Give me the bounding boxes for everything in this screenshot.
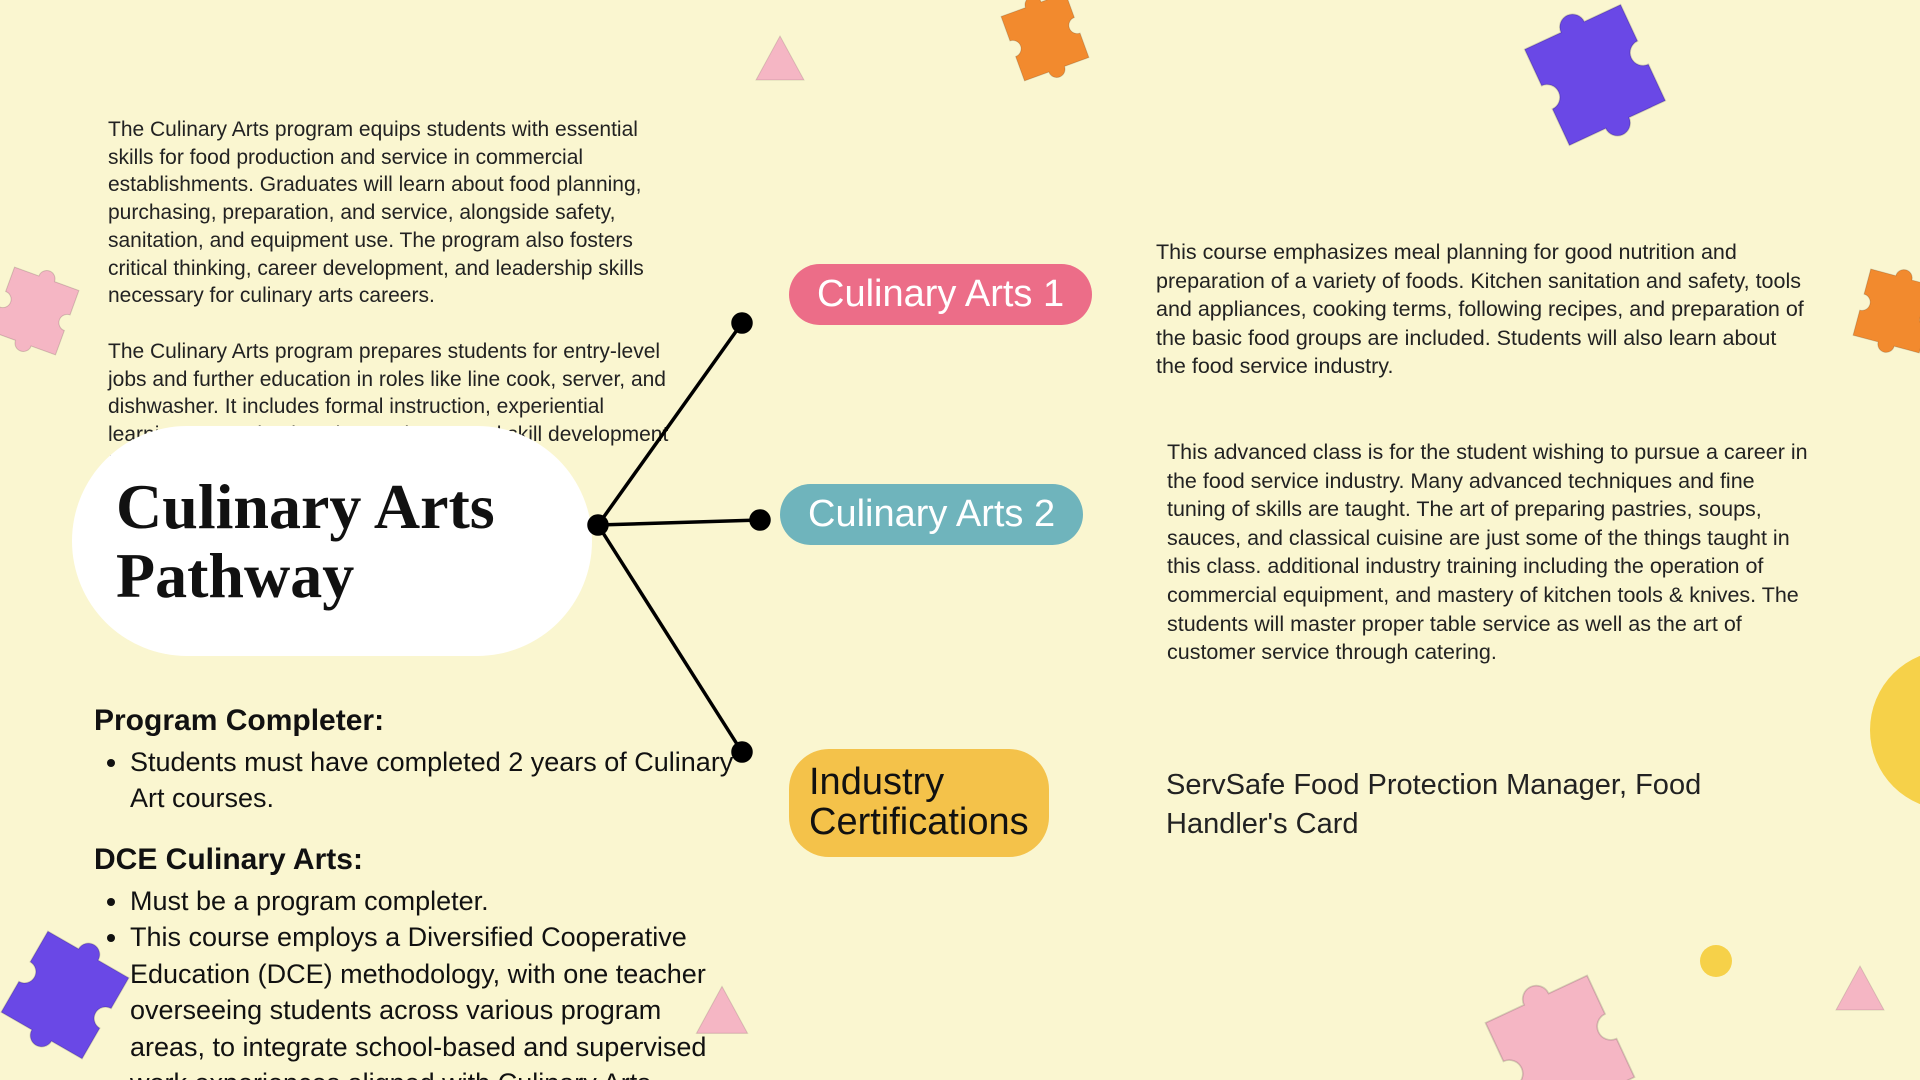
desc-industry-certifications: ServSafe Food Protection Manager, Food H… xyxy=(1166,766,1816,844)
cone-icon xyxy=(690,980,754,1044)
puzzle-icon xyxy=(975,0,1116,107)
node-label: IndustryCertifications xyxy=(809,761,1029,843)
list-item: This course employs a Diversified Cooper… xyxy=(130,919,734,1080)
desc-culinary-arts-1: This course emphasizes meal planning for… xyxy=(1156,238,1806,381)
completer-list: Students must have completed 2 years of … xyxy=(94,744,734,817)
cone-icon xyxy=(1830,960,1890,1020)
intro-para-1: The Culinary Arts program equips student… xyxy=(108,116,683,310)
title-pill: Culinary Arts Pathway xyxy=(72,426,592,656)
puzzle-icon xyxy=(1828,244,1920,379)
dce-heading: DCE Culinary Arts: xyxy=(94,843,734,877)
circle-icon xyxy=(1700,945,1732,977)
node-culinary-arts-2: Culinary Arts 2 xyxy=(780,484,1083,545)
puzzle-icon xyxy=(1440,930,1679,1080)
puzzle-icon xyxy=(1482,0,1708,188)
cone-icon xyxy=(750,30,810,90)
list-item: Students must have completed 2 years of … xyxy=(130,744,734,817)
page-title: Culinary Arts Pathway xyxy=(116,472,592,610)
desc-culinary-arts-2: This advanced class is for the student w… xyxy=(1167,438,1817,667)
puzzle-icon xyxy=(0,241,105,382)
node-culinary-arts-1: Culinary Arts 1 xyxy=(789,264,1092,325)
node-industry-certifications: IndustryCertifications xyxy=(789,749,1049,857)
list-item: Must be a program completer. xyxy=(130,883,734,919)
dce-list: Must be a program completer. This course… xyxy=(94,883,734,1080)
completer-heading: Program Completer: xyxy=(94,704,734,738)
circle-icon xyxy=(1870,650,1920,810)
completer-section: Program Completer: Students must have co… xyxy=(94,704,734,1080)
